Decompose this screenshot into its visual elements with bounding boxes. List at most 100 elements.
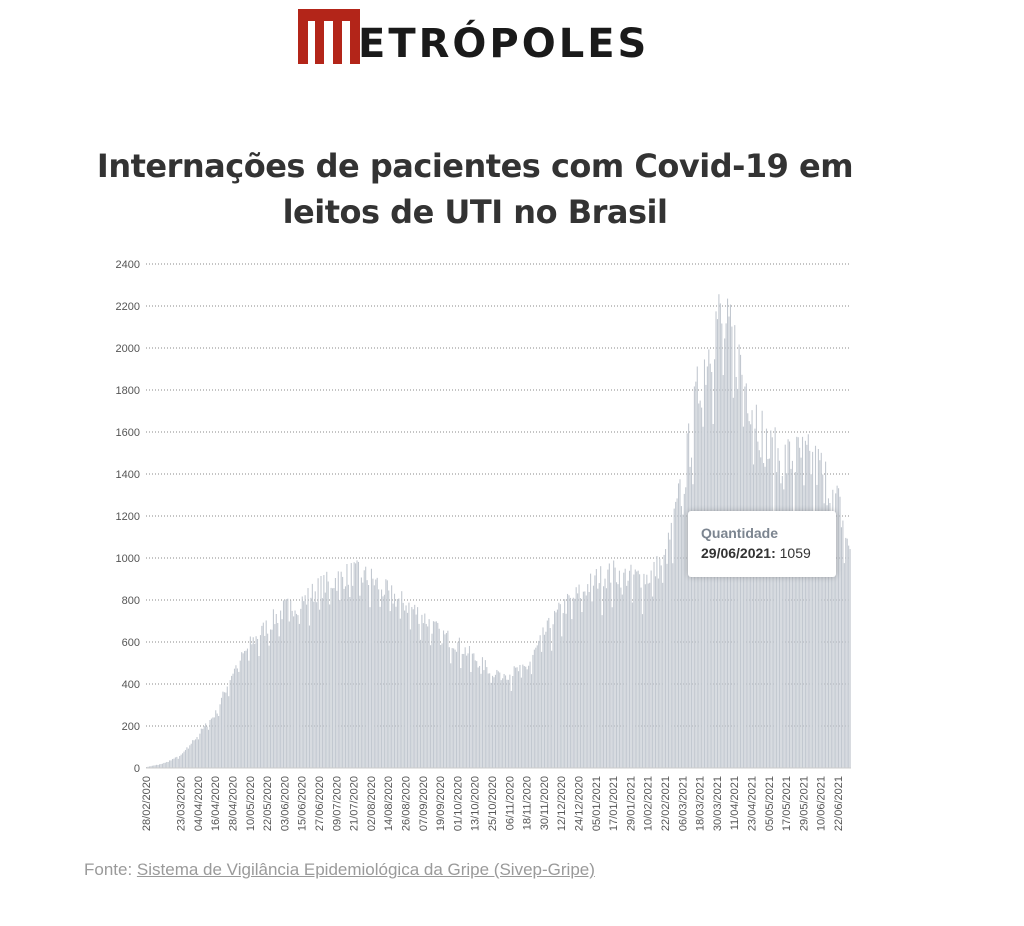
bar: [164, 762, 166, 768]
bar: [484, 660, 486, 768]
bar: [489, 673, 491, 768]
bar: [409, 629, 411, 768]
bar: [427, 626, 429, 768]
bar: [282, 600, 285, 768]
bar: [298, 623, 300, 768]
bar: [360, 577, 362, 768]
bar: [277, 623, 279, 768]
bar: [610, 582, 612, 768]
bar: [368, 585, 370, 768]
bar: [631, 602, 633, 768]
bar: [483, 670, 485, 768]
bar: [777, 448, 779, 768]
bar: [414, 604, 416, 768]
x-tick-label: 13/10/2020: [470, 776, 482, 831]
x-tick-label: 29/05/2021: [798, 776, 810, 831]
bar: [372, 578, 374, 768]
bar: [437, 622, 439, 768]
bar: [554, 610, 556, 768]
bar: [228, 696, 230, 768]
bar: [621, 594, 623, 768]
bar: [343, 588, 345, 768]
chart-title-line-1: Internações de pacientes com Covid-19 em: [96, 147, 854, 185]
bar: [218, 716, 220, 768]
bar: [242, 653, 244, 768]
bar: [326, 571, 328, 768]
bar: [649, 582, 651, 768]
bar: [679, 479, 681, 768]
bar: [588, 592, 590, 768]
bar: [604, 578, 606, 768]
bar: [816, 484, 818, 768]
bar: [768, 458, 770, 768]
bar: [764, 466, 766, 768]
bar: [843, 563, 845, 768]
chart-tooltip: Quantidade 29/06/2021: 1059: [688, 511, 836, 577]
bar: [677, 483, 680, 768]
y-tick-label: 600: [122, 637, 140, 649]
bar: [442, 630, 445, 768]
x-tick-label: 11/04/2021: [729, 776, 741, 830]
bar: [517, 671, 520, 768]
bar: [819, 460, 821, 768]
bar: [555, 612, 557, 768]
y-tick-label: 2400: [116, 259, 140, 271]
bar: [153, 765, 155, 768]
bar: [458, 637, 460, 768]
bar: [663, 554, 665, 768]
bar: [541, 651, 543, 768]
bar: [464, 647, 466, 768]
bar: [349, 597, 351, 768]
bar: [556, 609, 558, 768]
bar: [311, 583, 313, 768]
bar: [778, 460, 780, 768]
bar: [281, 619, 283, 768]
bar: [582, 591, 584, 768]
bar: [585, 595, 587, 768]
bar: [197, 739, 199, 768]
bar: [333, 588, 335, 768]
bar: [520, 677, 522, 768]
bar: [257, 638, 259, 768]
bar: [261, 625, 263, 768]
bar: [388, 590, 390, 768]
bar: [248, 660, 250, 768]
bar: [639, 574, 641, 768]
bar: [627, 580, 629, 768]
bar: [369, 607, 371, 768]
bar: [295, 613, 298, 768]
x-tick-label: 15/06/2020: [297, 776, 309, 831]
metropoles-logo[interactable]: ETRÓPOLES: [298, 6, 649, 64]
bar: [425, 623, 427, 768]
x-tick-label: 18/11/2020: [522, 776, 534, 830]
bar: [701, 407, 703, 768]
bar: [624, 568, 626, 768]
x-tick-label: 22/06/2021: [833, 776, 845, 831]
bar: [577, 593, 579, 768]
bar: [166, 761, 168, 768]
bar: [801, 436, 804, 768]
y-tick-label: 1600: [116, 427, 140, 439]
x-tick-label: 30/03/2021: [712, 776, 724, 831]
bar: [503, 673, 505, 768]
bar: [584, 591, 586, 768]
bar: [424, 613, 426, 768]
bar: [634, 569, 636, 768]
bar: [539, 635, 541, 768]
source-link[interactable]: Sistema de Vigilância Epidemiológica da …: [136, 860, 595, 879]
bar: [428, 619, 430, 768]
bar: [255, 636, 257, 768]
bar: [379, 606, 381, 768]
bar: [466, 655, 468, 768]
bar: [392, 603, 394, 768]
bar: [587, 584, 589, 768]
bar: [199, 733, 201, 768]
chart-title: Internações de pacientes com Covid-19 em…: [0, 143, 950, 235]
bar: [794, 472, 796, 768]
bar: [712, 423, 714, 768]
bar: [431, 633, 433, 768]
x-tick-label: 04/04/2020: [193, 776, 205, 831]
bar: [455, 651, 458, 768]
y-tick-label: 2000: [116, 343, 140, 355]
bar: [791, 460, 793, 768]
